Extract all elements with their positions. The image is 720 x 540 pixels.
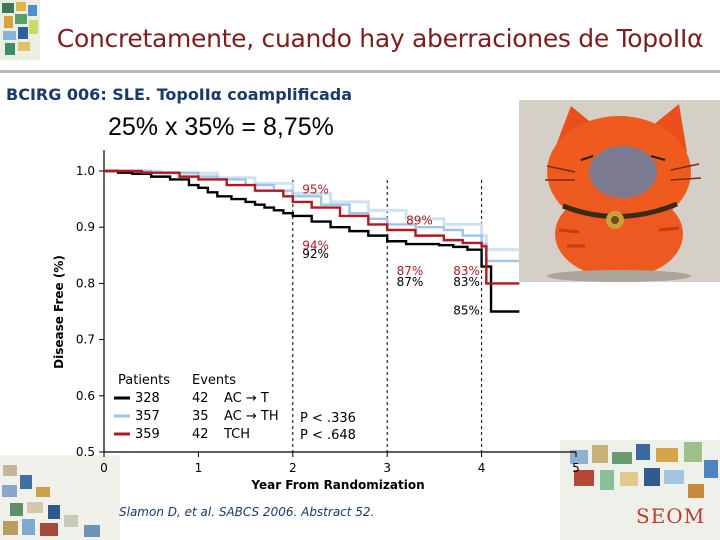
data-annotation: 92% [302,247,329,261]
x-tick-label: 3 [383,461,391,475]
legend-header-patients: Patients [118,373,170,388]
legend-header-events: Events [192,373,236,388]
legend-events: 42 [192,391,209,406]
seom-logo: SEOM [636,504,706,528]
legend-events: 42 [192,427,209,442]
legend-rows: 328 42 AC → T 357 35 AC → TH 359 42 TCH [114,391,279,442]
series-line-blue [104,169,520,263]
data-annotation: 95% [302,182,329,196]
data-annotation: 87% [397,275,424,289]
p-value-2: P < .648 [300,428,356,443]
mosaic-decoration-bottom-left [0,455,120,540]
series-line-black [104,169,520,313]
legend-arm: AC → T [224,391,269,406]
mosaic-decoration-top-left [0,0,40,60]
y-tick-label: 0.8 [76,276,95,290]
x-tick-label: 1 [195,461,203,475]
x-tick-label: 0 [100,461,108,475]
x-axis-label: Year From Randomization [250,478,424,492]
y-tick-label: 0.7 [76,333,95,347]
probability-formula: 25% x 35% = 8,75% [108,113,334,141]
data-annotation: 89% [406,213,433,227]
y-tick-label: 0.5 [76,445,95,459]
data-annotation: 85% [453,303,480,317]
data-annotation: 83% [453,264,480,278]
kaplan-meier-chart: 0.5 0.6 0.7 0.8 0.9 1.0 0 1 2 3 4 5 95% 89% 94%92% 87… [52,150,580,492]
mosaic-decoration-bottom-right [560,440,720,540]
series-line-red [104,169,520,285]
annotations-layer: 95% 89% 94%92% 87%87% 83%83% 85% [302,182,480,317]
y-axis-ticks: 0.5 0.6 0.7 0.8 0.9 1.0 [76,164,104,459]
x-tick-label: 4 [478,461,486,475]
legend-arm: AC → TH [224,409,279,424]
y-tick-label: 0.6 [76,389,95,403]
legend-events: 35 [192,409,209,424]
y-tick-label: 0.9 [76,220,95,234]
legend-patients: 359 [135,427,160,442]
data-annotation: 94% [302,239,329,253]
felt-cat-photo [519,100,720,282]
data-annotation: 87% [397,264,424,278]
y-axis-label: Disease Free (%) [52,255,66,369]
series-layer [104,169,520,313]
title-divider [0,70,720,73]
y-tick-label: 1.0 [76,164,95,178]
slide-title: Concretamente, cuando hay aberraciones d… [56,24,704,53]
legend-patients: 328 [135,391,160,406]
x-tick-label: 5 [572,461,580,475]
x-tick-label: 2 [289,461,297,475]
data-annotation: 83% [453,275,480,289]
p-value-1: P < .336 [300,411,356,426]
citation-text: Slamon D, et al. SABCS 2006. Abstract 52… [119,505,375,519]
slide-subtitle: BCIRG 006: SLE. TopoIIα coamplificada [6,85,353,104]
x-axis-ticks: 0 1 2 3 4 5 [100,452,580,475]
legend-arm: TCH [223,427,250,442]
legend-patients: 357 [135,409,160,424]
